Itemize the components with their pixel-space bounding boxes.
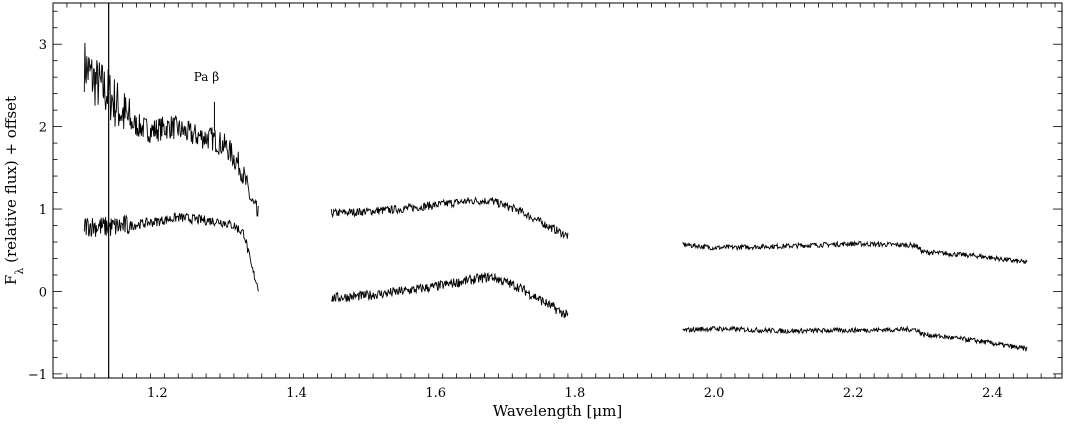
y-axis-title-main: F	[2, 275, 20, 285]
y-axis-title-subscript: λ	[13, 268, 26, 275]
x-tick-label: 2.0	[704, 386, 725, 401]
x-axis-title: Wavelength [μm]	[493, 402, 622, 420]
y-axis-ticks: −1 0 1 2 3	[28, 10, 1062, 383]
x-tick-label: 2.4	[982, 386, 1003, 401]
pa-beta-label: Pa β	[194, 70, 220, 84]
spectrum-1-segment-3	[682, 240, 1028, 265]
x-axis-ticks: 1.2 1.4 1.6 1.8 2.0 2.2 2.4	[66, 3, 1056, 401]
x-tick-label: 2.2	[843, 386, 864, 401]
spectrum-1-segment-1	[83, 42, 259, 217]
line-annotations: Pa β	[194, 70, 220, 84]
x-tick-label: 1.6	[425, 386, 446, 401]
spectrum-2-segment-3	[682, 325, 1028, 352]
y-tick-label: 0	[39, 285, 47, 300]
spectrum-2-segment-2	[330, 271, 569, 319]
y-axis-title: Fλ (relative flux) + offset	[2, 96, 26, 285]
x-tick-label: 1.4	[286, 386, 307, 401]
x-tick-label: 1.2	[147, 386, 168, 401]
y-tick-label: −1	[28, 368, 47, 383]
plot-frame	[52, 2, 1063, 379]
spectrum-series	[83, 3, 1028, 378]
spectrum-1-segment-2	[330, 196, 569, 240]
y-tick-label: 2	[39, 121, 47, 136]
x-tick-label: 1.8	[565, 386, 586, 401]
y-axis-title-rest: (relative flux) + offset	[2, 96, 20, 268]
y-tick-label: 1	[39, 203, 47, 218]
spectrum-2-segment-1	[83, 212, 259, 292]
y-tick-label: 3	[39, 38, 47, 53]
